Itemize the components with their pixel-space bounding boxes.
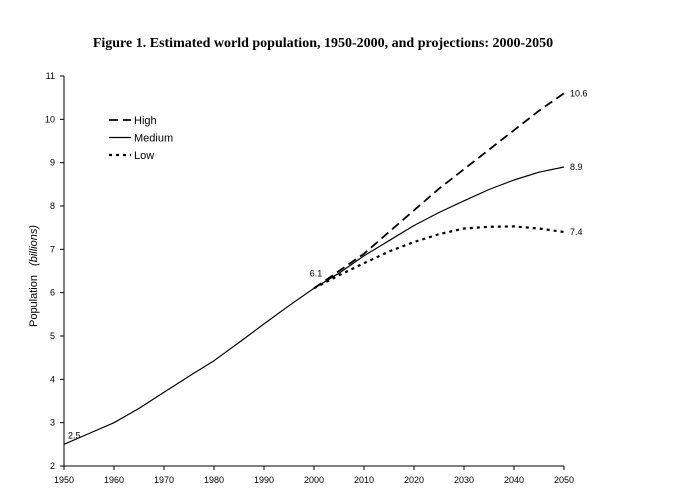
x-tick-label-1950: 1950 <box>54 475 74 485</box>
x-tick-label-1990: 1990 <box>254 475 274 485</box>
axes: 2 3 4 5 6 7 8 9 10 11 1950 1960 1970 1980 1990 2000 2010… <box>45 71 574 485</box>
y-axis-title: Population (billions) <box>28 225 40 327</box>
annotation-layer: 2.5 6.1 10.6 8.9 7.4 <box>68 88 588 440</box>
y-tick-label-9: 9 <box>50 158 55 168</box>
y-axis-title-main: Population <box>28 275 40 327</box>
data-label-2: 10.6 <box>570 88 588 98</box>
legend-label-medium: Medium <box>134 133 173 145</box>
legend-label-high: High <box>134 115 157 127</box>
x-tick-label-2040: 2040 <box>504 475 524 485</box>
y-tick-label-10: 10 <box>45 114 55 124</box>
data-label-0: 2.5 <box>68 430 81 440</box>
y-tick-label-8: 8 <box>50 201 55 211</box>
y-tick-label-5: 5 <box>50 331 55 341</box>
legend: High Medium Low <box>109 115 173 162</box>
x-tick-label-2020: 2020 <box>404 475 424 485</box>
x-tick-label-2010: 2010 <box>354 475 374 485</box>
x-tick-label-2030: 2030 <box>454 475 474 485</box>
data-label-4: 7.4 <box>570 227 583 237</box>
y-tick-label-6: 6 <box>50 288 55 298</box>
x-tick-label-2000: 2000 <box>304 475 324 485</box>
series-layer <box>63 92 565 445</box>
x-tick-label-1960: 1960 <box>104 475 124 485</box>
y-tick-label-3: 3 <box>50 418 55 428</box>
series-low-line <box>313 225 565 290</box>
x-tick-label-1980: 1980 <box>204 475 224 485</box>
y-tick-label-11: 11 <box>46 71 55 81</box>
data-label-3: 8.9 <box>570 162 583 172</box>
y-tick-label-2: 2 <box>50 461 55 471</box>
series-high-line <box>313 92 565 290</box>
legend-label-low: Low <box>134 150 154 162</box>
series-medium-line <box>63 166 565 445</box>
x-tick-label-2050: 2050 <box>554 475 574 485</box>
y-tick-label-4: 4 <box>50 374 55 384</box>
data-label-1: 6.1 <box>310 268 323 278</box>
chart-title: Figure 1. Estimated world population, 19… <box>92 36 554 51</box>
y-tick-label-7: 7 <box>50 244 55 254</box>
x-tick-label-1970: 1970 <box>154 475 174 485</box>
y-axis-title-unit: (billions) <box>28 225 40 266</box>
